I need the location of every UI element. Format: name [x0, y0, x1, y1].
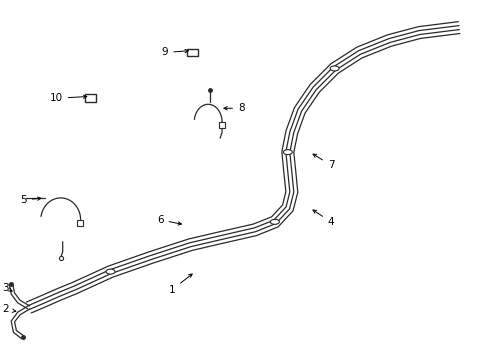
Ellipse shape [270, 219, 279, 224]
Text: 8: 8 [224, 103, 244, 113]
Ellipse shape [329, 66, 339, 71]
Text: 10: 10 [49, 93, 86, 103]
FancyBboxPatch shape [186, 49, 197, 57]
Text: 9: 9 [162, 48, 188, 58]
Text: 2: 2 [2, 305, 16, 315]
Ellipse shape [283, 150, 292, 154]
Text: 3: 3 [2, 283, 12, 293]
Text: 4: 4 [312, 210, 334, 227]
FancyBboxPatch shape [85, 94, 96, 102]
Text: 6: 6 [157, 215, 181, 225]
Text: 7: 7 [312, 154, 334, 170]
Text: 1: 1 [169, 274, 192, 294]
Ellipse shape [106, 269, 115, 274]
Text: 5: 5 [20, 195, 41, 205]
